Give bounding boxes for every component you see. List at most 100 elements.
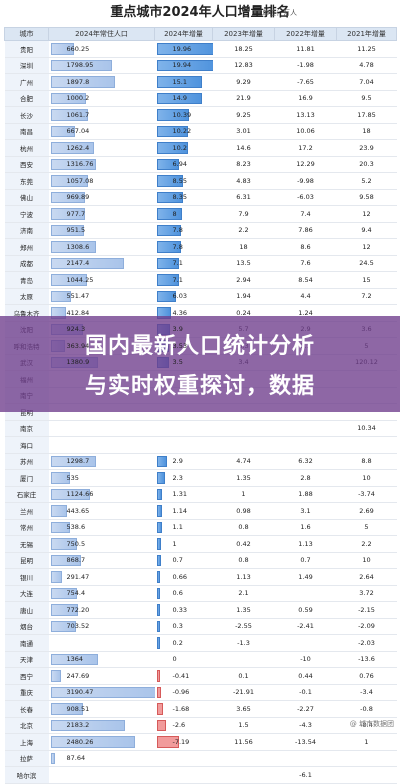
inc-value [155,771,173,779]
cell-inc21: 24.5 [336,255,397,272]
pop-value: 363.94 [66,341,90,350]
inc-bar [156,604,160,616]
cell-inc-2024 [154,766,213,784]
cell-inc22 [274,634,337,652]
inc-value [155,441,173,449]
inc-value: 0.66 [172,572,187,581]
cell-inc21: -0.8 [336,700,397,718]
inc-value: 0.33 [172,605,187,614]
pop-value [49,441,67,449]
table-row: 西宁 247.69 -0.41 0.1 0.44 0.76 [4,667,397,685]
cell-inc-2024: 1.14 [154,502,213,520]
cell-inc22: -2.41 [274,618,337,635]
banner-line-2: 与实时权重探讨，数据 [84,374,315,399]
cell-inc22: 6.32 [274,453,337,470]
table-row: 厦门 535 2.3 1.35 2.8 10 [4,469,397,487]
cell-city: 长春 [4,700,49,718]
cell-city: 上海 [4,733,49,751]
inc-value: 10.2 [172,143,187,152]
cell-inc21: 15 [336,271,397,289]
table-row: 合肥 1000.2 14.9 21.9 16.9 9.5 [4,90,397,107]
inc-bar [156,472,166,484]
inc-value: -0.96 [172,688,190,697]
inc-value: -0.41 [172,671,190,680]
cell-inc23 [212,766,275,784]
pop-bar [50,521,71,533]
table-header-row: 城市 2024年常住人口 2024年增量 2023年增量 2022年增量 202… [4,27,397,41]
inc-bar [156,158,179,170]
inc-value [155,391,173,399]
cell-pop-2024: 247.69 [48,667,155,685]
cell-inc-2024: 10.22 [154,123,213,140]
cell-inc22 [274,436,337,454]
pop-bar [50,241,96,253]
pop-bar [50,224,85,236]
inc-value: 0 [172,655,177,664]
cell-inc23: 9.25 [212,106,275,124]
pop-value [49,424,67,432]
cell-city: 宁波 [4,205,49,223]
cell-inc22: -4.3 [274,717,337,734]
pop-bar [50,274,88,286]
cell-inc21: 10 [336,552,397,569]
inc-value: 14.9 [172,94,187,103]
cell-inc23 [212,651,275,668]
pop-value: 2147.4 [66,259,90,268]
inc-bar [156,175,184,187]
cell-inc21: 17.85 [336,106,397,124]
cell-inc22: -1.98 [274,57,337,74]
cell-pop-2024 [48,436,155,454]
cell-inc23: 0.8 [212,519,275,536]
cell-city: 天津 [4,651,49,668]
cell-pop-2024: 1000.2 [48,90,155,107]
inc-bar [156,670,160,682]
inc-value: 0.2 [172,638,183,647]
cell-inc23: 14.6 [212,139,275,157]
cell-inc21: -3.74 [336,486,397,503]
cell-inc-2024: 6.94 [154,156,213,173]
table-row: 无锡 750.5 1 0.42 1.13 2.2 [4,535,397,553]
cell-inc21: 18 [336,123,397,140]
pop-bar [50,290,71,302]
cell-pop-2024: 908.51 [48,700,155,718]
cell-inc-2024: 0.7 [154,552,213,569]
table-row: 苏州 1298.7 2.9 4.74 6.32 8.8 [4,453,397,470]
table-row: 天津 1364 0 -10 -13.6 [4,651,397,668]
cell-inc21: 5 [336,519,397,536]
cell-inc23: 1.35 [212,469,275,487]
cell-inc-2024: 7.8 [154,238,213,256]
cell-pop-2024: 772.20 [48,601,155,619]
cell-city: 北京 [4,717,49,734]
table-row: 石家庄 1124.66 1.31 1 1.88 -3.74 [4,486,397,503]
pop-bar [50,175,88,187]
cell-inc23: 3.65 [212,700,275,718]
header-inc-2023: 2023年增量 [212,27,275,41]
cell-inc23 [212,420,275,437]
inc-bar [156,241,182,253]
pop-value: 1124.66 [66,490,94,499]
cell-inc22: 1.6 [274,519,337,536]
cell-inc23: 8.23 [212,156,275,173]
cell-inc23: 0.1 [212,667,275,685]
pop-bar [50,571,63,583]
cell-inc-2024: -1.68 [154,700,213,718]
inc-bar [156,488,163,500]
inc-value: 3.53 [172,341,187,350]
cell-inc-2024: 7.8 [154,222,213,239]
cell-pop-2024: 868.7 [48,552,155,569]
table-row: 西安 1316.76 6.94 8.23 12.29 20.3 [4,156,397,173]
cell-inc22: 17.2 [274,139,337,157]
cell-city: 银川 [4,568,49,586]
cell-inc22: 2.8 [274,469,337,487]
header-inc-2021: 2021年增量 [336,27,397,41]
cell-pop-2024: 1044.25 [48,271,155,289]
inc-bar [156,224,182,236]
cell-inc-2024: 8.55 [154,172,213,190]
table-row: 南京 10.34 [4,420,397,437]
cell-pop-2024: 1308.6 [48,238,155,256]
pop-bar [50,587,78,599]
cell-pop-2024: 1061.7 [48,106,155,124]
pop-value: 1057.08 [66,176,94,185]
cell-inc22: 12.29 [274,156,337,173]
pop-value: 443.65 [66,506,90,515]
